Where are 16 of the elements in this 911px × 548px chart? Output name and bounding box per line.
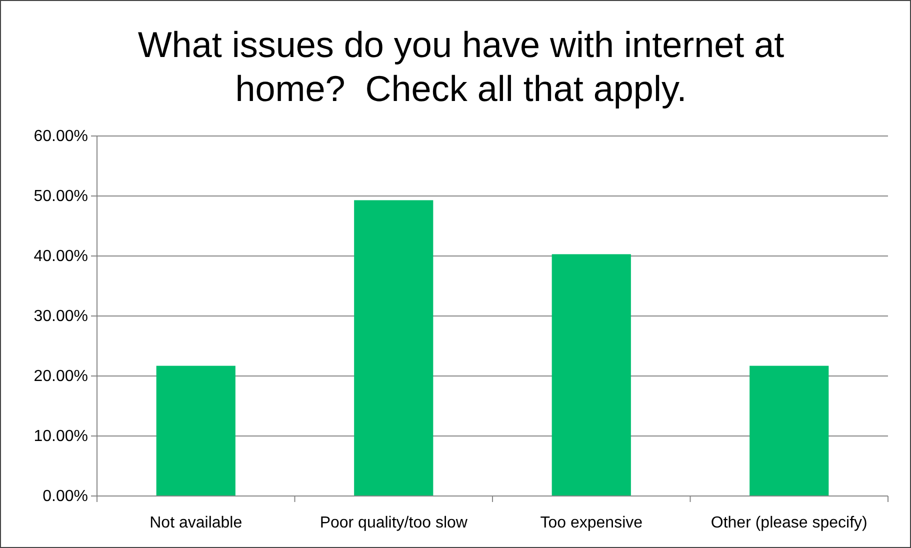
y-tick-label: 50.00% — [34, 188, 88, 206]
x-tick-label: Too expensive — [540, 514, 643, 532]
x-tick-label: Not available — [150, 514, 242, 532]
bar — [156, 366, 236, 496]
y-tick-label: 30.00% — [34, 308, 88, 326]
y-tick-label: 20.00% — [34, 368, 88, 386]
bar — [750, 366, 829, 496]
y-tick-label: 0.00% — [42, 488, 88, 506]
x-tick-label: Poor quality/too slow — [320, 514, 468, 532]
y-tick-label: 10.00% — [34, 428, 88, 446]
bar — [354, 200, 434, 496]
x-tick-label: Other (please specify) — [710, 514, 868, 532]
y-tick-label: 60.00% — [34, 128, 88, 146]
y-tick-label: 40.00% — [34, 248, 88, 266]
bar — [552, 254, 631, 496]
chart-title: What issues do you have with internet at home? Check all that apply. — [136, 23, 786, 111]
